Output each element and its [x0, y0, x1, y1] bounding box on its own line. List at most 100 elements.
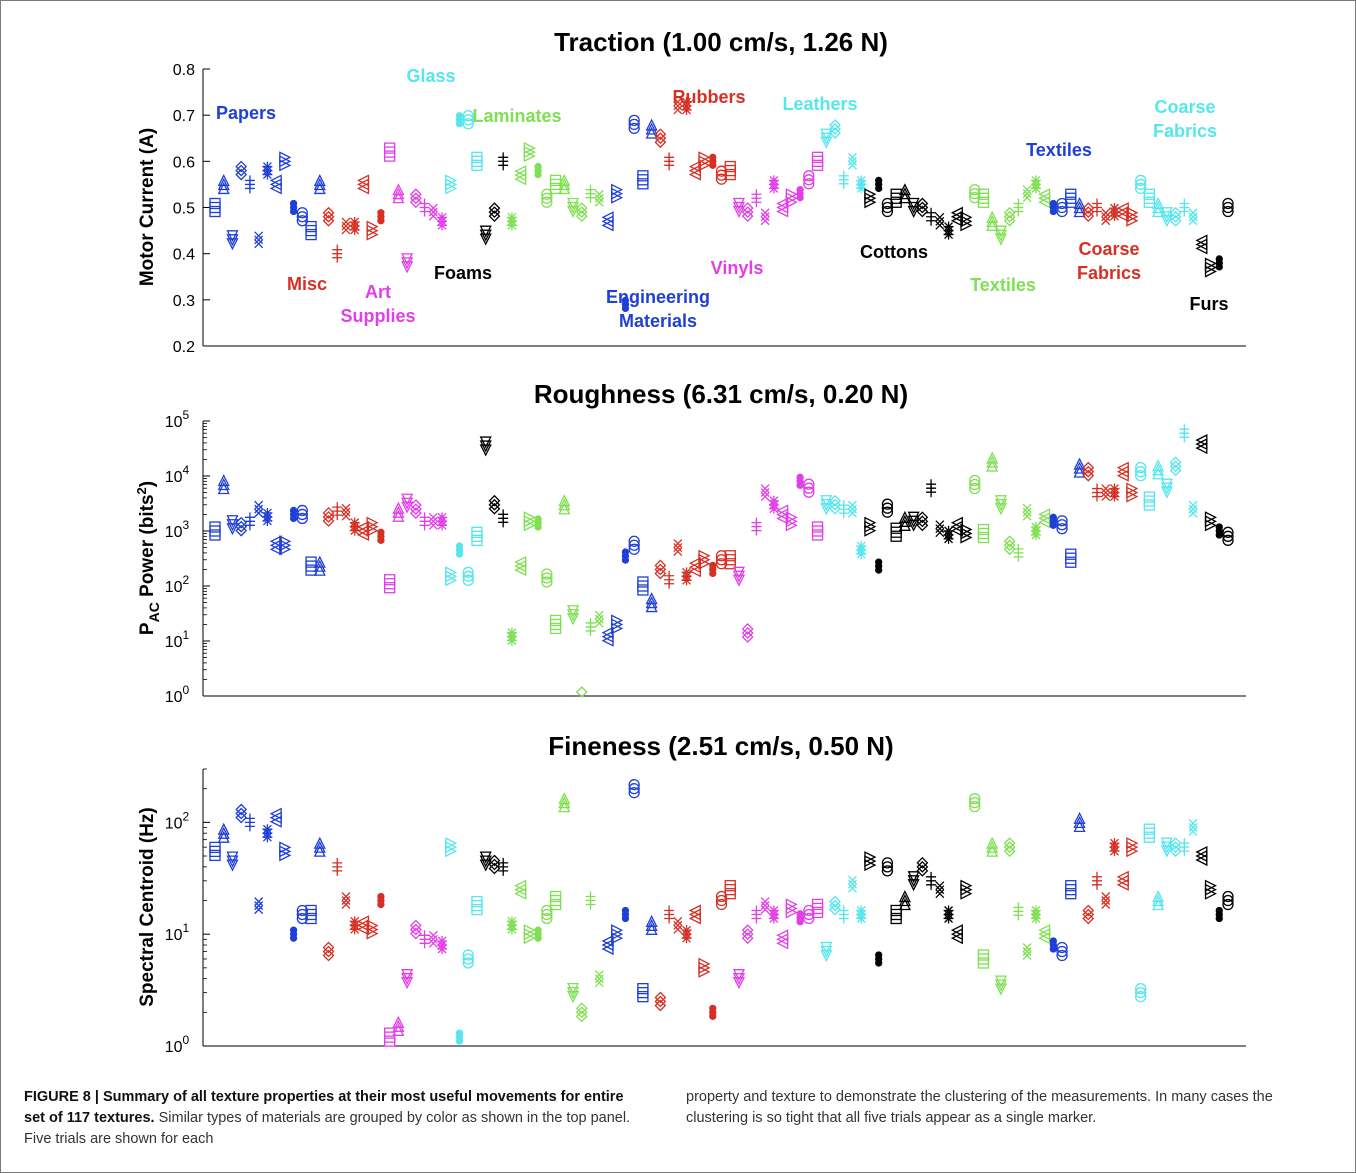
data-point [1160, 207, 1173, 220]
data-point [322, 507, 335, 519]
data-point [709, 569, 717, 578]
data-point [322, 945, 335, 958]
data-point [898, 514, 911, 527]
data-point [1082, 202, 1095, 215]
data-point [875, 566, 883, 574]
data-point [803, 170, 815, 182]
data-point [732, 574, 746, 587]
figure-8-chart: Traction (1.00 cm/s, 1.26 N) Motor Curre… [134, 27, 1246, 1056]
data-point [566, 205, 580, 218]
data-point [1215, 263, 1223, 271]
data-point [1030, 530, 1041, 540]
data-point [549, 898, 562, 911]
data-point [935, 889, 945, 899]
data-point [262, 515, 273, 526]
data-point [681, 575, 692, 586]
data-point [401, 497, 414, 510]
data-point [977, 527, 990, 540]
data-point [654, 995, 667, 1008]
data-point [401, 261, 414, 274]
data-point [986, 840, 999, 853]
data-point [741, 206, 754, 219]
data-point [1003, 841, 1016, 854]
data-point [428, 203, 438, 213]
data-point [409, 188, 422, 201]
data-point [1056, 941, 1068, 954]
group-label: Vinyls [711, 258, 764, 278]
data-point [628, 787, 640, 799]
data-point [673, 547, 683, 557]
data-point [916, 511, 929, 524]
data-point [848, 508, 857, 518]
fineness-panel: Spectral Centroid (Hz) 100 101 102 [137, 768, 1246, 1056]
data-point [541, 908, 553, 921]
data-point [994, 499, 1008, 512]
data-point [226, 234, 239, 247]
data-point [1101, 484, 1111, 494]
data-point [935, 881, 945, 891]
data-point [392, 183, 405, 196]
data-point [594, 978, 604, 988]
y-tick-label: 0.8 [173, 62, 195, 79]
data-point [558, 181, 571, 195]
data-point [1065, 888, 1077, 900]
data-point [479, 229, 492, 242]
data-point [1188, 508, 1198, 518]
data-point [226, 855, 239, 868]
data-point [1152, 894, 1165, 907]
data-point [445, 182, 458, 195]
data-point [566, 986, 580, 1000]
data-point [455, 1037, 464, 1045]
data-point [673, 105, 683, 115]
data-point [698, 965, 711, 978]
data-point [751, 913, 762, 924]
data-point [1188, 819, 1198, 828]
data-point [1215, 914, 1223, 923]
data-point [1082, 465, 1095, 478]
data-point [1116, 878, 1129, 891]
y-axis-label: PAC Power (bits2) [134, 481, 162, 635]
data-point [322, 515, 335, 527]
data-point [916, 201, 929, 214]
data-point [262, 169, 273, 180]
data-point [1092, 491, 1103, 502]
data-point [392, 509, 405, 522]
data-point [566, 197, 580, 210]
data-point [916, 197, 929, 210]
data-point [392, 187, 405, 200]
data-point [217, 181, 230, 195]
data-point [1222, 534, 1234, 546]
data-point [479, 440, 492, 453]
data-point [811, 529, 824, 541]
data-point [498, 517, 509, 528]
data-point [1160, 845, 1173, 858]
data-point [1135, 461, 1147, 474]
data-point [1101, 212, 1111, 222]
data-point [254, 897, 264, 907]
data-point [541, 904, 553, 917]
data-point [1222, 530, 1234, 542]
data-point [296, 211, 308, 223]
data-point [803, 904, 815, 917]
data-point [673, 916, 683, 926]
caption-column-1: FIGURE 8 | Summary of all texture proper… [24, 1087, 644, 1150]
data-point [856, 913, 867, 924]
data-point [1195, 442, 1208, 455]
group-label: Laminates [472, 106, 561, 126]
data-point [1056, 949, 1068, 962]
group-label: Papers [216, 103, 276, 123]
data-point [1169, 845, 1182, 858]
data-point [471, 534, 483, 546]
data-point [1049, 945, 1057, 953]
data-point [1056, 515, 1068, 527]
data-point [898, 510, 911, 523]
data-point [1082, 912, 1095, 925]
data-point [1116, 469, 1129, 482]
data-point [341, 900, 351, 909]
data-point [437, 944, 448, 955]
data-point [709, 161, 717, 169]
data-point [654, 999, 667, 1012]
data-point [377, 900, 385, 909]
data-point [488, 858, 501, 871]
data-point [523, 932, 536, 945]
